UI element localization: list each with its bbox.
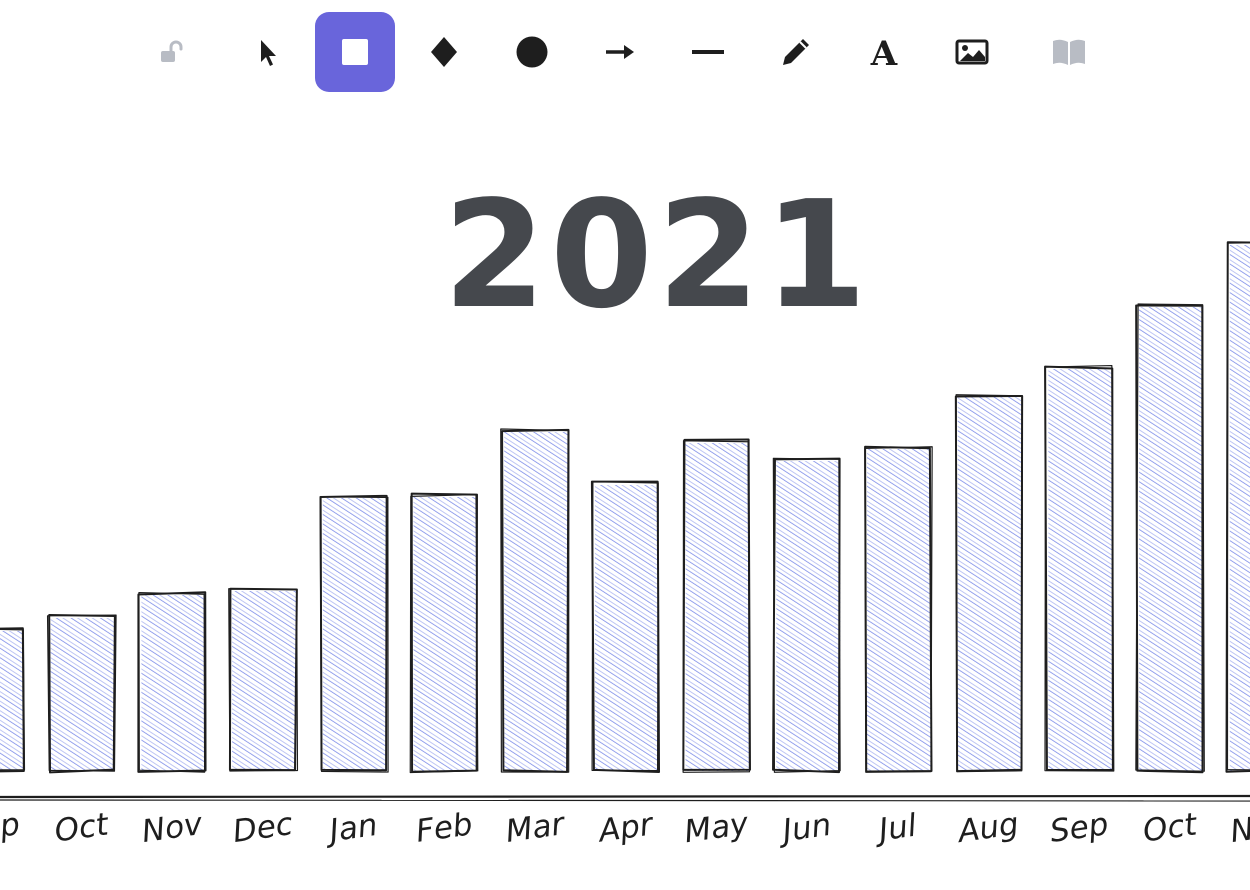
tool-ellipse-button[interactable]	[492, 12, 572, 92]
svg-text:A: A	[870, 35, 898, 69]
x-tick-label[interactable]: Jul	[871, 808, 919, 850]
bar-mar-6[interactable]	[500, 428, 570, 773]
x-tick-label[interactable]: Nov	[140, 806, 206, 850]
tool-rectangle-button[interactable]	[315, 12, 395, 92]
bar-dec-3[interactable]	[228, 587, 299, 772]
tool-image-button[interactable]	[932, 12, 1012, 92]
x-tick-label[interactable]: Apr	[595, 806, 657, 850]
diamond-icon	[428, 36, 460, 68]
tool-text-button[interactable]: A	[844, 12, 924, 92]
x-axis-line[interactable]	[0, 794, 1250, 799]
x-tick-label[interactable]: Mar	[503, 806, 568, 850]
x-tick-label[interactable]: Oct	[52, 806, 112, 849]
x-tick-label[interactable]: May	[682, 806, 751, 851]
line-icon	[691, 36, 725, 68]
x-tick-label[interactable]: Oct	[1141, 806, 1201, 849]
tool-library-button	[1029, 12, 1109, 92]
bar-jan-4[interactable]	[319, 494, 389, 773]
x-tick-label[interactable]: Sep	[1048, 806, 1111, 850]
book-icon	[1051, 37, 1087, 67]
x-tick-label[interactable]: Dec	[231, 806, 295, 850]
text-icon: A	[867, 35, 901, 69]
tool-diamond-button[interactable]	[404, 12, 484, 92]
bar-oct-1[interactable]	[46, 613, 117, 774]
bar-nov-2[interactable]	[137, 591, 207, 773]
tool-line-button[interactable]	[668, 12, 748, 92]
bar-aug-11[interactable]	[954, 394, 1024, 773]
tool-selection-button[interactable]	[227, 12, 307, 92]
x-axis-line[interactable]	[0, 799, 1250, 802]
tool-draw-button[interactable]	[756, 12, 836, 92]
bar-apr-7[interactable]	[590, 480, 661, 773]
chart-title[interactable]: 2021	[443, 169, 871, 341]
arrow-right-icon	[604, 36, 636, 68]
tool-lock-button[interactable]	[133, 12, 213, 92]
bar-sep-12[interactable]	[1044, 364, 1115, 772]
x-tick-label[interactable]: Jan	[321, 807, 379, 850]
image-icon	[955, 37, 989, 67]
bar-oct-13[interactable]	[1135, 303, 1205, 774]
bar-jun-9[interactable]	[772, 457, 841, 774]
circle-icon	[515, 35, 549, 69]
bar-feb-5[interactable]	[409, 492, 479, 774]
pencil-icon	[779, 35, 813, 69]
bar-jul-10[interactable]	[864, 445, 933, 773]
x-tick-label[interactable]: Feb	[414, 806, 475, 850]
pointer-icon	[251, 36, 283, 68]
x-tick-label[interactable]: Sep	[0, 806, 22, 850]
bar-sep-0[interactable]	[0, 627, 26, 773]
tool-arrow-button[interactable]	[580, 12, 660, 92]
bar-nov-14[interactable]	[1225, 241, 1250, 773]
x-tick-label[interactable]: Aug	[954, 806, 1021, 850]
x-tick-label[interactable]: Nov	[1228, 806, 1250, 850]
lock-open-icon	[157, 36, 189, 68]
bar-may-8[interactable]	[682, 438, 751, 773]
square-icon	[339, 36, 371, 68]
x-tick-label[interactable]: Jun	[775, 807, 834, 850]
shape-toolbar: A	[0, 0, 1250, 104]
